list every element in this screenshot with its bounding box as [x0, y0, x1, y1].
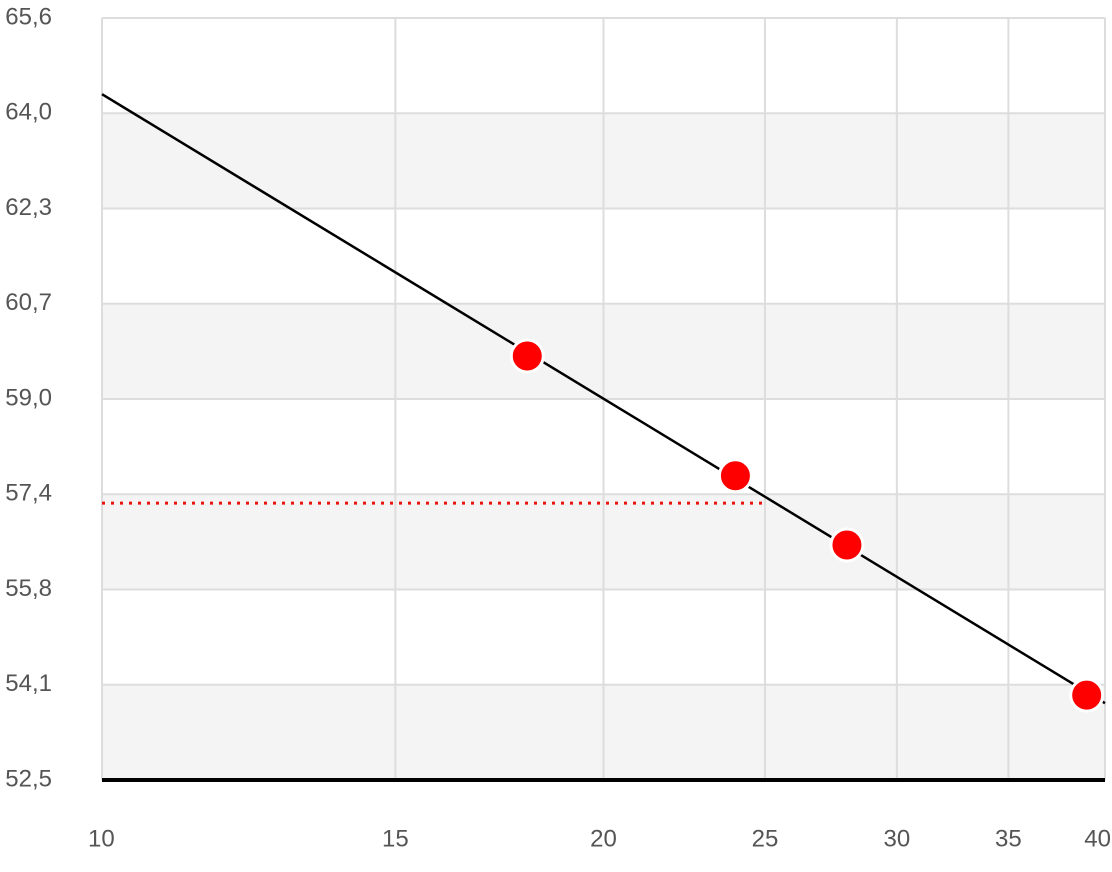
y-tick-label: 64,0 — [5, 99, 52, 126]
data-point — [717, 458, 753, 494]
y-tick-label: 57,4 — [5, 480, 52, 507]
trend-line — [101, 93, 1106, 705]
x-tick-label: 40 — [1084, 825, 1111, 852]
x-tick-label: 20 — [590, 825, 617, 852]
y-tick-label: 62,3 — [5, 194, 52, 221]
data-point — [1069, 677, 1105, 713]
y-tick-label: 59,0 — [5, 384, 52, 411]
x-tick-label: 35 — [995, 825, 1022, 852]
y-tick-label: 60,7 — [5, 289, 52, 316]
x-tick-label: 25 — [752, 825, 779, 852]
data-point — [509, 338, 545, 374]
x-tick-label: 15 — [382, 825, 409, 852]
y-tick-label: 52,5 — [5, 765, 52, 792]
y-tick-label: 55,8 — [5, 575, 52, 602]
x-tick-label: 30 — [884, 825, 911, 852]
y-tick-label: 54,1 — [5, 670, 52, 697]
x-tick-label: 10 — [88, 825, 115, 852]
y-tick-label: 65,6 — [5, 3, 52, 30]
data-point — [829, 527, 865, 563]
